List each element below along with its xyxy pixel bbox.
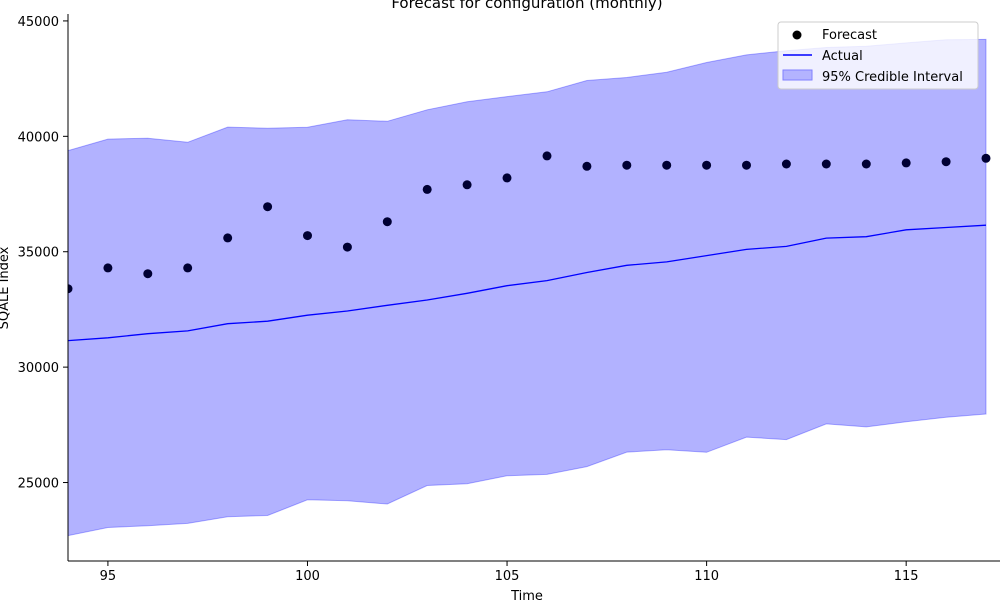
legend-label-actual: Actual [822,49,863,64]
forecast-point [542,151,552,161]
x-tick-label: 105 [495,569,520,584]
forecast-point [662,160,672,170]
plot-area [68,38,991,537]
forecast-point [68,284,73,294]
forecast-point [422,184,432,194]
forecast-point [303,231,312,241]
forecast-point [382,217,392,227]
forecast-point [622,160,632,170]
forecast-point [742,160,751,170]
forecast-point [223,233,233,243]
legend-forecast-marker [792,30,802,40]
forecast-point [821,159,831,169]
legend-box [777,21,979,90]
forecast-point [981,153,991,163]
y-axis-title: SQALE Index [0,246,12,329]
forecast-point [702,160,712,170]
forecast-point [103,263,113,273]
credible-interval-band [68,38,987,537]
forecast-point [502,173,512,183]
legend-label-forecast: Forecast [822,28,877,43]
legend: Forecast Actual 95% Credible Interval [777,21,979,90]
y-tick-label: 30000 [18,361,59,376]
legend-label-interval: 95% Credible Interval [822,70,963,85]
actual-series-line [68,224,987,342]
forecast-point [781,159,791,169]
x-tick-label: 95 [100,569,117,584]
x-axis-ticks: 95 100 105 110 115 [100,561,919,584]
x-tick-label: 100 [295,569,320,584]
forecast-point [342,242,352,252]
forecast-point [462,180,472,190]
forecast-point [941,157,951,167]
y-tick-label: 25000 [18,477,59,492]
forecast-point [901,158,911,168]
y-tick-label: 35000 [18,246,59,261]
x-tick-label: 115 [894,569,919,584]
y-axis-ticks: 25000 30000 35000 40000 45000 [18,15,68,492]
forecast-point [183,263,193,273]
legend-interval-swatch [782,69,813,81]
x-axis-title: Time [510,589,543,600]
x-tick-label: 110 [694,569,719,584]
y-tick-label: 45000 [18,15,59,30]
forecast-point [861,159,871,169]
y-tick-label: 40000 [18,130,59,145]
plot-clipped-group [68,38,991,537]
forecast-point [143,269,153,279]
forecast-point [582,161,592,171]
forecast-point [263,202,273,212]
chart-title: Forecast for configuration (monthly) [391,0,662,12]
